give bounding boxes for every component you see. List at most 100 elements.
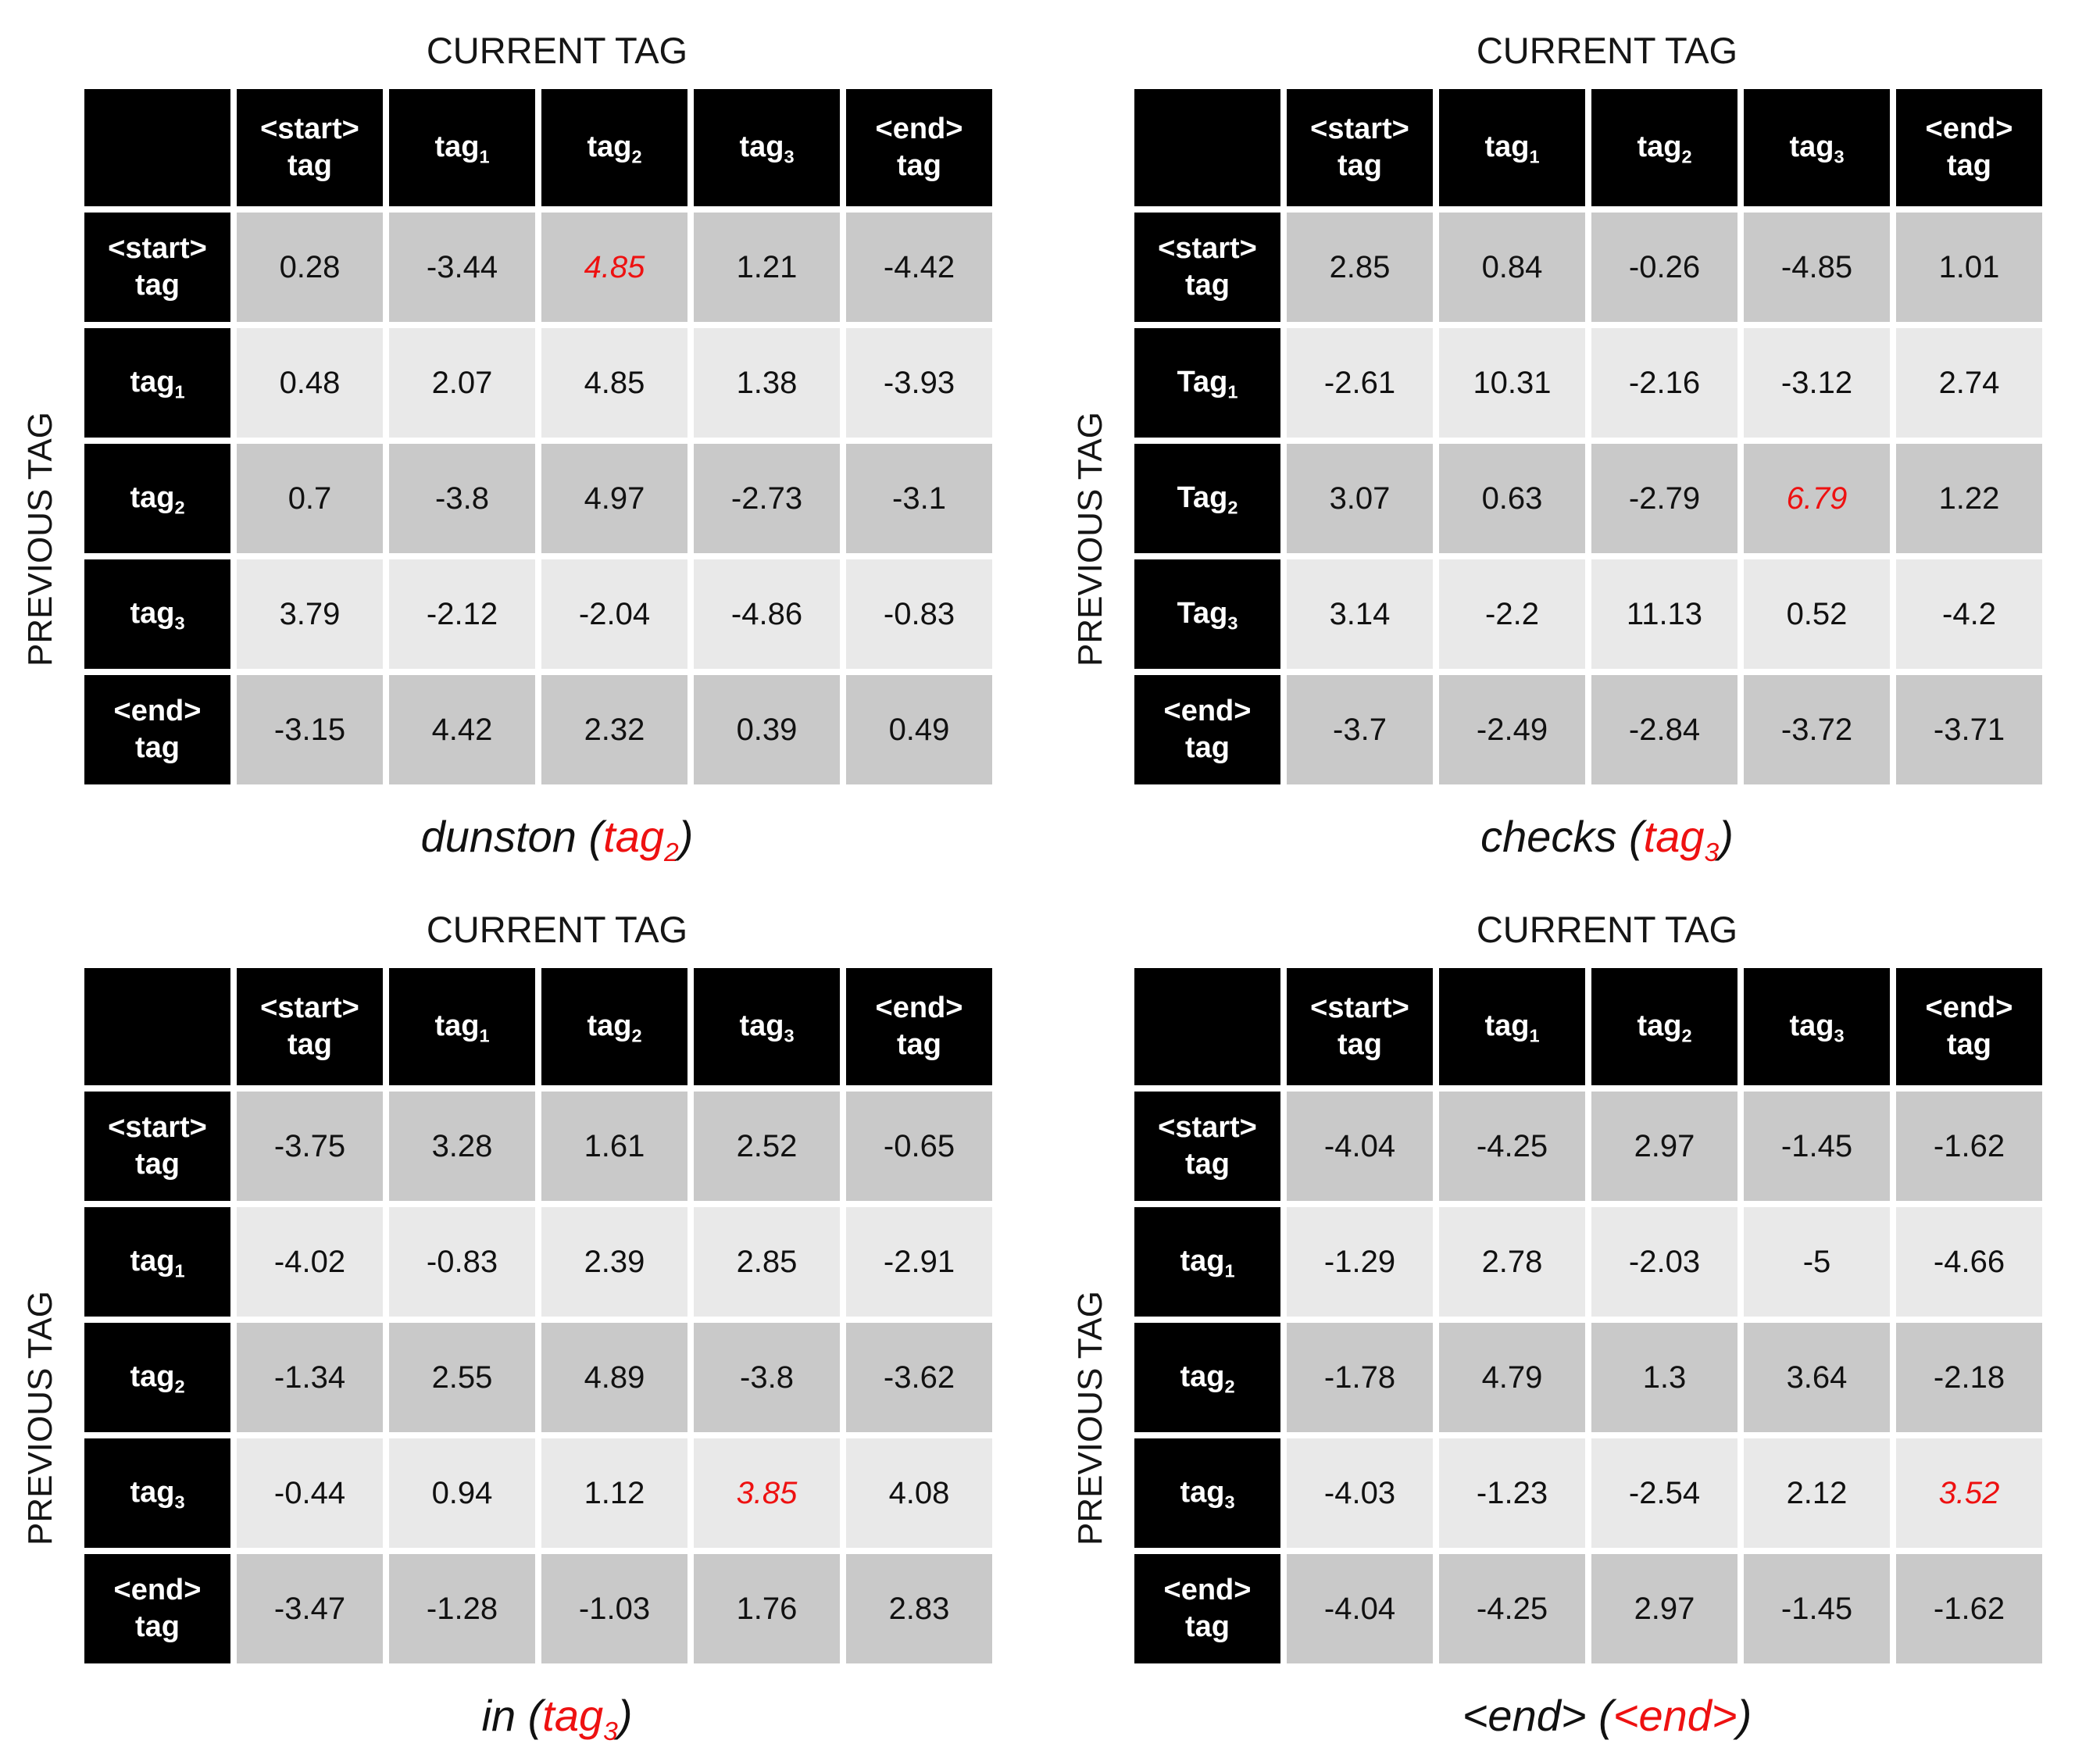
score-cell-r0-c4: 1.01 — [1896, 213, 2042, 322]
score-cell-r0-c3: 2.52 — [694, 1092, 840, 1201]
current-tag-axis-label: CURRENT TAG — [1476, 909, 1738, 950]
caption-word: checks ( — [1480, 812, 1644, 861]
score-cell-r0-c3: -4.85 — [1744, 213, 1890, 322]
score-cell-r4-c1: 4.42 — [389, 675, 535, 784]
score-cell-r4-c2: 2.32 — [541, 675, 688, 784]
score-cell-r4-c2: 2.97 — [1591, 1554, 1738, 1663]
caption-close: ) — [678, 812, 694, 861]
score-cell-r3-c1: -2.12 — [389, 559, 535, 669]
score-cell-r0-c0: 0.28 — [237, 213, 383, 322]
row-header-2: Tag2 — [1134, 444, 1280, 553]
score-cell-r1-c0: -4.02 — [237, 1207, 383, 1317]
score-cell-r1-c0: 0.48 — [237, 328, 383, 438]
col-header-2: tag2 — [1591, 89, 1738, 206]
score-cell-r2-c1: -3.8 — [389, 444, 535, 553]
table-row: tag2 -1.78 4.79 1.3 3.64 -2.18 — [1134, 1323, 2042, 1432]
col-header-4: <end> tag — [846, 89, 992, 206]
caption-word: in ( — [481, 1691, 543, 1740]
previous-tag-text: PREVIOUS TAG — [1071, 411, 1109, 667]
score-cell-r4-c1: -4.25 — [1439, 1554, 1585, 1663]
table-row: tag3 -4.03 -1.23 -2.54 2.12 3.52 — [1134, 1438, 2042, 1548]
score-cell-r0-c3: 1.21 — [694, 213, 840, 322]
score-cell-r2-c0: -1.78 — [1287, 1323, 1433, 1432]
row-header-0: <start> tag — [1134, 213, 1280, 322]
col-header-3: tag3 — [694, 89, 840, 206]
table-row: Tag1 -2.61 10.31 -2.16 -3.12 2.74 — [1134, 328, 2042, 438]
score-cell-r3-c0: 3.79 — [237, 559, 383, 669]
score-cell-r1-c4: 2.74 — [1896, 328, 2042, 438]
caption-close: ) — [1737, 1691, 1752, 1740]
previous-tag-text: PREVIOUS TAG — [1071, 1290, 1109, 1546]
corner-cell — [1134, 89, 1280, 206]
score-cell-r0-c3: -1.45 — [1744, 1092, 1890, 1201]
table-row: tag2 -1.34 2.55 4.89 -3.8 -3.62 — [84, 1323, 992, 1432]
table-row: tag3 -0.44 0.94 1.12 3.85 4.08 — [84, 1438, 992, 1548]
corner-cell — [84, 968, 230, 1085]
score-cell-r3-c3: -4.86 — [694, 559, 840, 669]
score-cell-r2-c4: -3.1 — [846, 444, 992, 553]
score-cell-r1-c2: 4.85 — [541, 328, 688, 438]
score-cell-r2-c0: 3.07 — [1287, 444, 1433, 553]
score-cell-r1-c1: 10.31 — [1439, 328, 1585, 438]
score-cell-r2-c3: -3.8 — [694, 1323, 840, 1432]
row-header-4: <end> tag — [84, 675, 230, 784]
table-caption: dunston (tag2) — [78, 811, 1036, 868]
row-header-4: <end> tag — [84, 1554, 230, 1663]
score-cell-r1-c0: -2.61 — [1287, 328, 1433, 438]
score-cell-r1-c4: -4.66 — [1896, 1207, 2042, 1317]
score-cell-r2-c3: 6.79 — [1744, 444, 1890, 553]
row-header-3: Tag3 — [1134, 559, 1280, 669]
table-row: tag3 3.79 -2.12 -2.04 -4.86 -0.83 — [84, 559, 992, 669]
caption-highlight: tag3 — [1643, 812, 1720, 868]
score-cell-r0-c1: -4.25 — [1439, 1092, 1585, 1201]
col-header-0: <start> tag — [237, 968, 383, 1085]
score-cell-r0-c2: -0.26 — [1591, 213, 1738, 322]
score-cell-r1-c3: 2.85 — [694, 1207, 840, 1317]
caption-highlight: tag2 — [603, 812, 679, 868]
score-cell-r2-c2: 4.89 — [541, 1323, 688, 1432]
quadrant-end: PREVIOUS TAG CURRENT TAG <start> tag tag1 t… — [1050, 879, 2100, 1758]
table-row: <start> tag 0.28 -3.44 4.85 1.21 -4.42 — [84, 213, 992, 322]
score-cell-r3-c4: 3.52 — [1896, 1438, 2042, 1548]
score-cell-r0-c4: -0.65 — [846, 1092, 992, 1201]
score-cell-r4-c1: -1.28 — [389, 1554, 535, 1663]
score-cell-r4-c0: -4.04 — [1287, 1554, 1433, 1663]
col-header-4: <end> tag — [846, 968, 992, 1085]
row-header-0: <start> tag — [84, 213, 230, 322]
score-cell-r3-c2: 1.12 — [541, 1438, 688, 1548]
corner-cell — [1134, 968, 1280, 1085]
table-row: tag1 -4.02 -0.83 2.39 2.85 -2.91 — [84, 1207, 992, 1317]
score-cell-r2-c4: -3.62 — [846, 1323, 992, 1432]
table-row: tag1 -1.29 2.78 -2.03 -5 -4.66 — [1134, 1207, 2042, 1317]
table-caption: checks (tag3) — [1128, 811, 2086, 868]
col-header-2: tag2 — [1591, 968, 1738, 1085]
score-cell-r0-c4: -4.42 — [846, 213, 992, 322]
table-row: <end> tag -4.04 -4.25 2.97 -1.45 -1.62 — [1134, 1554, 2042, 1663]
score-cell-r3-c0: 3.14 — [1287, 559, 1433, 669]
col-header-4: <end> tag — [1896, 89, 2042, 206]
score-cell-r2-c2: 1.3 — [1591, 1323, 1738, 1432]
col-header-1: tag1 — [1439, 968, 1585, 1085]
score-cell-r1-c1: 2.07 — [389, 328, 535, 438]
transition-table-end: <start> tag tag1 tag2 tag3 <end> tag <start> tag… — [1128, 962, 2048, 1670]
score-cell-r1-c3: -3.12 — [1744, 328, 1890, 438]
row-header-3: tag3 — [84, 1438, 230, 1548]
score-cell-r4-c3: -3.72 — [1744, 675, 1890, 784]
col-header-1: tag1 — [389, 89, 535, 206]
table-caption: in (tag3) — [78, 1690, 1036, 1745]
caption-word: <end> ( — [1462, 1691, 1613, 1740]
score-cell-r1-c0: -1.29 — [1287, 1207, 1433, 1317]
table-row: <start> tag -4.04 -4.25 2.97 -1.45 -1.62 — [1134, 1092, 2042, 1201]
quadrant-in: PREVIOUS TAG CURRENT TAG <start> tag tag1 t… — [0, 879, 1050, 1758]
row-header-0: <start> tag — [84, 1092, 230, 1201]
previous-tag-text: PREVIOUS TAG — [21, 411, 59, 667]
score-cell-r2-c1: 2.55 — [389, 1323, 535, 1432]
col-header-0: <start> tag — [1287, 968, 1433, 1085]
score-cell-r4-c0: -3.7 — [1287, 675, 1433, 784]
score-cell-r3-c2: -2.54 — [1591, 1438, 1738, 1548]
score-cell-r3-c1: -2.2 — [1439, 559, 1585, 669]
quadrant-checks: PREVIOUS TAG CURRENT TAG <start> tag tag1 t… — [1050, 0, 2100, 879]
col-header-4: <end> tag — [1896, 968, 2042, 1085]
col-header-1: tag1 — [1439, 89, 1585, 206]
score-cell-r0-c1: 3.28 — [389, 1092, 535, 1201]
